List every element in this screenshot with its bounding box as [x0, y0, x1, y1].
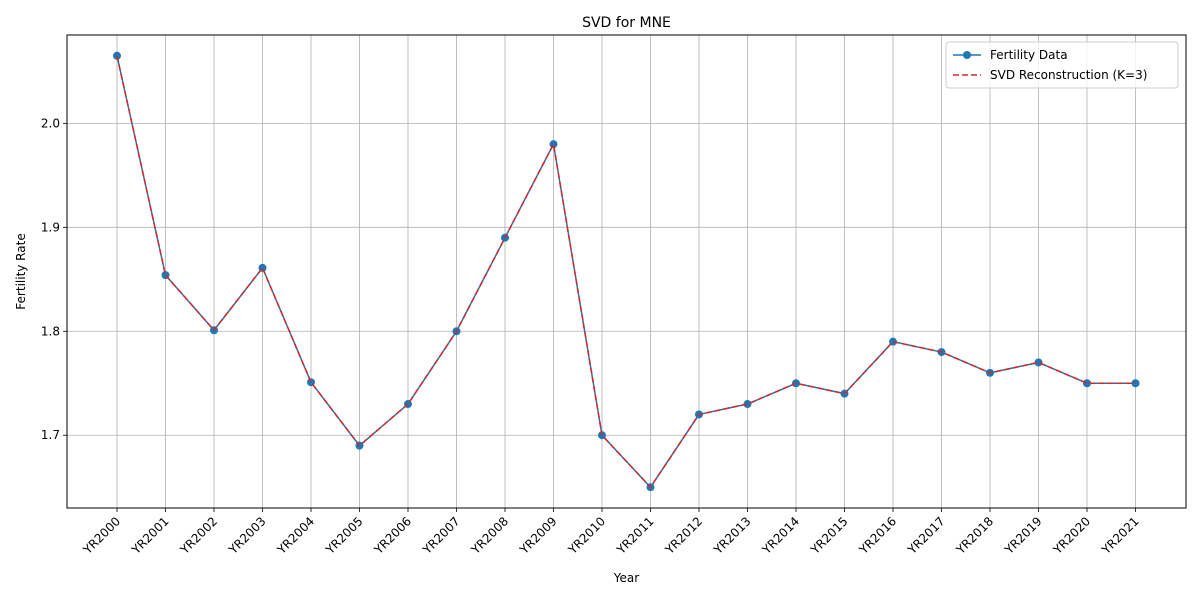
legend-box: [945, 41, 1179, 89]
data-point-fertility-data: [1034, 358, 1043, 367]
legend-label-svd-reconstruction: SVD Reconstruction (K=3): [990, 68, 1147, 82]
series-layer: [113, 51, 1140, 492]
legend-marker-fertility-data: [963, 51, 971, 59]
plot-area-frame: [66, 34, 1187, 509]
legend: Fertility Data SVD Reconstruction (K=3): [945, 41, 1179, 89]
chart-title: SVD for MNE: [582, 15, 671, 31]
data-point-fertility-data: [1083, 379, 1091, 388]
y-tick-label: 1.8: [41, 324, 60, 338]
y-tick-label: 1.7: [41, 428, 60, 442]
grid-layer: [67, 35, 1186, 508]
y-tick-label: 1.9: [41, 220, 60, 234]
y-tick-label: 2.0: [41, 116, 60, 130]
data-point-fertility-data: [889, 337, 897, 346]
x-axis-label: Year: [613, 571, 639, 585]
series-line-svd-reconstruction: [116, 55, 1136, 488]
data-point-fertility-data: [549, 140, 558, 149]
legend-label-fertility-data: Fertility Data: [990, 48, 1068, 62]
data-point-fertility-data: [743, 400, 752, 409]
y-axis-label: Fertility Rate: [14, 233, 28, 309]
